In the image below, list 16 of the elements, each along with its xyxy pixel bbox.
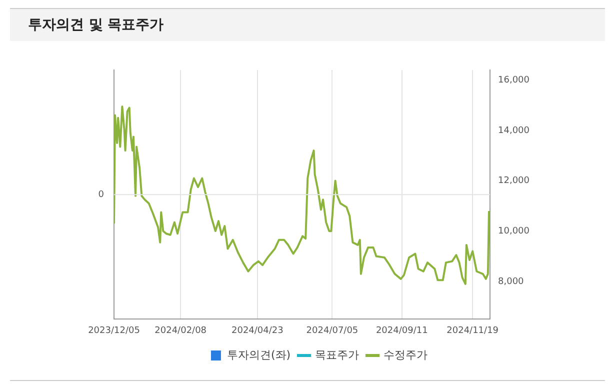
y2-tick-label: 14,000	[498, 126, 530, 136]
x-tick-label: 2024/04/23	[231, 326, 284, 336]
x-tick-label: 2024/07/05	[306, 326, 358, 336]
text: 0	[98, 190, 104, 200]
legend-label: 목표주가	[315, 348, 360, 362]
x-tick-label: 2023/12/05	[88, 326, 140, 336]
y2-tick-label: 16,000	[498, 75, 530, 86]
x-tick-label: 2024/11/19	[446, 326, 499, 336]
legend-label: 수정주가	[384, 348, 428, 362]
y2-tick-label: 8,000	[498, 276, 524, 287]
x-tick-label: 2024/02/08	[154, 326, 207, 336]
y2-tick-label: 10,000	[498, 226, 530, 236]
x-tick-label: 2024/09/11	[376, 326, 428, 336]
y2-tick-label: 12,000	[498, 176, 530, 186]
legend-label: 투자의견(좌)	[226, 348, 291, 362]
chart-title: 투자의견 및 목표주가	[28, 16, 164, 34]
